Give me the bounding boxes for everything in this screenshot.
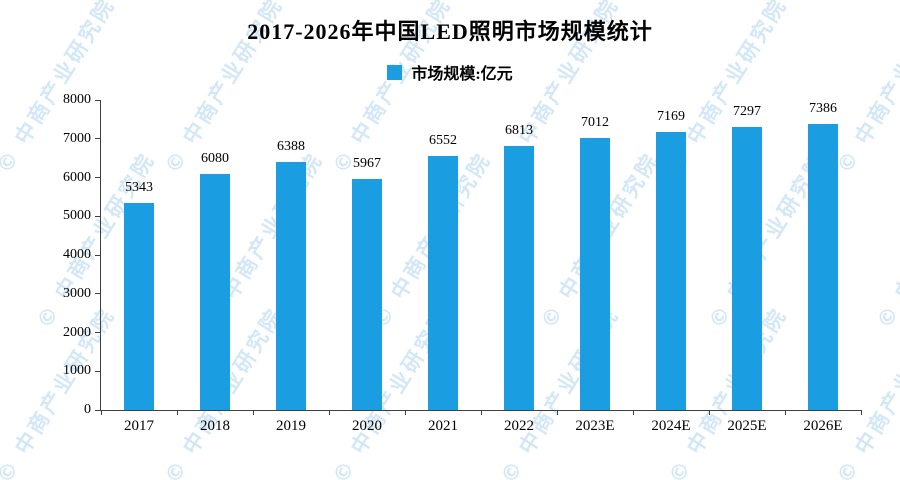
bar xyxy=(428,156,458,410)
y-axis-tick-label: 0 xyxy=(84,402,91,417)
x-axis-tick-mark xyxy=(252,410,254,415)
bar xyxy=(656,132,686,410)
bar-value-label: 7012 xyxy=(581,115,609,131)
y-axis-tick-label: 1000 xyxy=(63,363,91,379)
y-axis-tick-mark xyxy=(95,215,101,217)
y-axis-tick-mark xyxy=(95,332,101,333)
x-axis-tick-mark xyxy=(328,410,330,415)
bar xyxy=(276,162,306,410)
x-axis-tick-label: 2023E xyxy=(575,418,615,434)
y-axis-tick-label: 2000 xyxy=(63,324,91,340)
x-axis-tick-mark xyxy=(860,410,862,415)
y-axis-tick-mark xyxy=(95,409,101,411)
x-axis-tick-label: 2020 xyxy=(352,418,382,434)
x-axis-tick-mark xyxy=(100,410,102,415)
x-axis-tick-mark xyxy=(784,410,786,415)
bar-value-label: 6552 xyxy=(429,133,457,149)
y-axis-tick-mark xyxy=(95,254,101,256)
y-axis-tick-label: 7000 xyxy=(63,130,91,146)
watermark-text: © 中商产业研究院 xyxy=(872,148,900,333)
y-axis-tick-label: 3000 xyxy=(63,285,91,301)
bar-value-label: 7386 xyxy=(809,100,837,116)
x-axis-tick-label: 2017 xyxy=(124,418,154,434)
plot-area: 0 1000 2000 3000 4000 5000 6000 7000 8000 5343 201… xyxy=(63,93,862,434)
x-axis-tick-mark xyxy=(480,410,482,415)
y-axis-tick-label: 6000 xyxy=(63,169,91,185)
x-axis-tick-mark xyxy=(708,410,710,415)
bar-value-label: 5343 xyxy=(125,179,153,195)
bar xyxy=(124,202,154,410)
chart-title: 2017-2026年中国LED照明市场规模统计 xyxy=(247,19,653,44)
bar-value-label: 6813 xyxy=(505,122,533,138)
y-axis-tick-mark xyxy=(95,370,101,372)
x-axis-tick-label: 2025E xyxy=(727,418,767,434)
bar xyxy=(200,174,230,410)
bar-value-label: 7297 xyxy=(733,104,761,120)
y-axis-tick-label: 4000 xyxy=(63,247,91,262)
x-axis-tick-mark xyxy=(404,410,406,415)
x-axis-tick-label: 2026E xyxy=(803,418,843,434)
x-axis-tick-label: 2019 xyxy=(276,418,306,434)
legend-label: 市场规模:亿元 xyxy=(411,66,513,83)
y-axis-tick-label: 5000 xyxy=(63,208,91,224)
bar-value-label: 6388 xyxy=(277,139,305,155)
y-axis-tick-label: 8000 xyxy=(63,92,91,107)
x-axis-tick-mark xyxy=(632,410,634,415)
legend: 市场规模:亿元 xyxy=(0,60,900,84)
bar-value-label: 7169 xyxy=(657,109,685,125)
bar xyxy=(504,145,534,410)
bar-value-label: 6080 xyxy=(201,151,229,167)
bar-value-label: 5967 xyxy=(353,155,381,171)
x-axis-tick-mark xyxy=(176,410,178,415)
legend-swatch xyxy=(387,64,403,80)
x-axis-tick-mark xyxy=(556,410,558,415)
x-axis-tick-label: 2022 xyxy=(504,418,534,434)
bar xyxy=(580,138,610,410)
x-axis-tick-label: 2024E xyxy=(651,418,691,434)
y-axis-tick-mark xyxy=(95,99,101,101)
bar xyxy=(732,127,762,410)
x-axis-tick-label: 2021 xyxy=(428,418,458,434)
y-axis-tick-mark xyxy=(95,177,101,178)
bar xyxy=(808,123,838,410)
bar xyxy=(352,178,382,410)
x-axis-tick-label: 2018 xyxy=(200,418,230,434)
y-axis-tick-mark xyxy=(95,138,101,140)
y-axis-tick-mark xyxy=(95,293,101,295)
